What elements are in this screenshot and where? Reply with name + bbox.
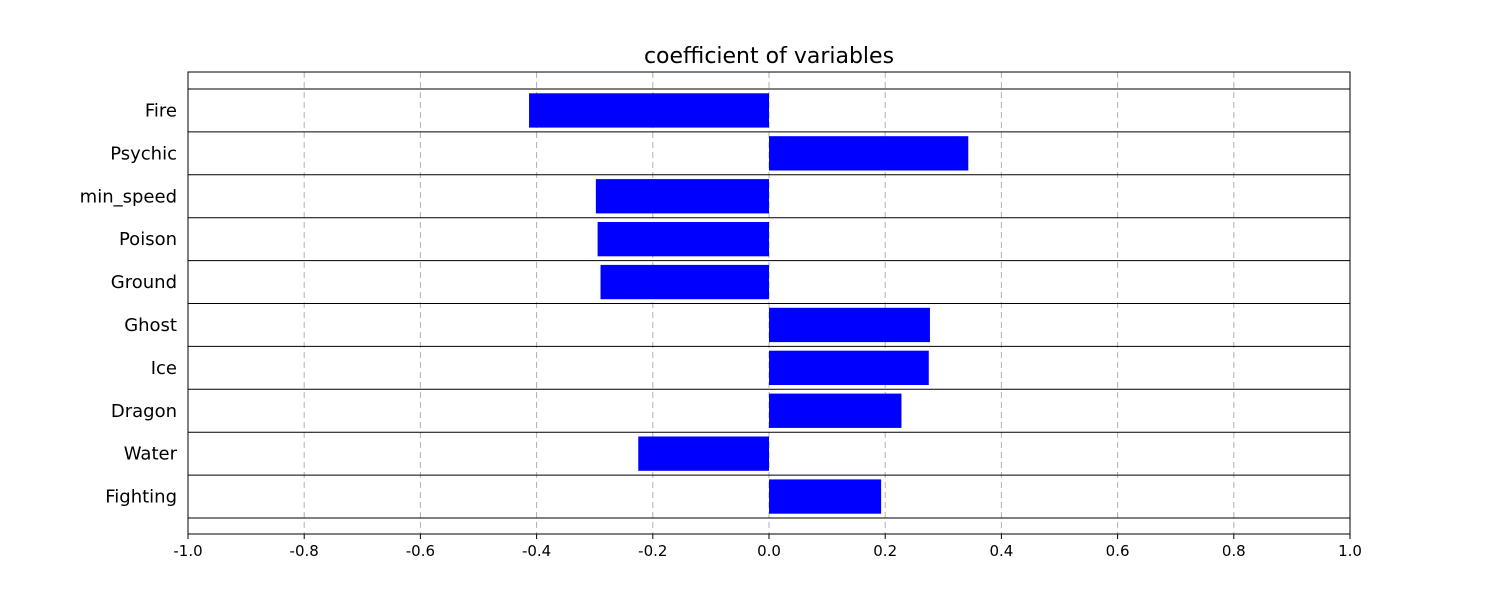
bar-ghost bbox=[769, 307, 930, 343]
chart-title: coefficient of variables bbox=[644, 44, 894, 69]
x-tick-label: 0.2 bbox=[873, 542, 897, 560]
category-label: Water bbox=[124, 444, 178, 465]
category-label: Dragon bbox=[111, 401, 177, 422]
bar-ice bbox=[769, 350, 929, 386]
x-tick-label: 0.4 bbox=[989, 542, 1013, 560]
bars bbox=[529, 93, 969, 514]
bar-fighting bbox=[769, 479, 882, 514]
x-tick-label: 0.6 bbox=[1106, 542, 1130, 560]
bar-water bbox=[638, 436, 769, 471]
x-tick-label: -0.2 bbox=[638, 542, 667, 560]
bar-psychic bbox=[769, 136, 969, 171]
category-labels: Fire Psychic min_speed Poison Ground Ghost Ice… bbox=[80, 100, 178, 507]
x-tick-label: 0.0 bbox=[757, 542, 781, 560]
category-label: Ice bbox=[151, 358, 177, 379]
category-label: Fighting bbox=[105, 487, 177, 508]
x-tick-label: 1.0 bbox=[1338, 542, 1362, 560]
x-axis-ticks: -1.0 -0.8 -0.6 -0.4 -0.2 0.0 0.2 0.4 0.6 0.8 1.0 bbox=[173, 534, 1362, 560]
bar-poison bbox=[597, 221, 769, 257]
row-separators bbox=[188, 88, 1350, 519]
category-label: Ghost bbox=[124, 315, 177, 336]
x-tick-label: -0.8 bbox=[290, 542, 319, 560]
bar-fire bbox=[529, 93, 769, 128]
x-tick-label: -1.0 bbox=[173, 542, 202, 560]
bar-ground bbox=[600, 264, 769, 300]
category-label: min_speed bbox=[80, 186, 177, 207]
x-tick-label: -0.4 bbox=[522, 542, 551, 560]
x-tick-label: 0.8 bbox=[1222, 542, 1246, 560]
category-label: Ground bbox=[111, 272, 177, 293]
bar-dragon bbox=[769, 393, 902, 428]
x-tick-label: -0.6 bbox=[406, 542, 435, 560]
category-label: Poison bbox=[119, 229, 177, 250]
bar-min-speed bbox=[595, 179, 769, 214]
category-label: Fire bbox=[145, 100, 177, 121]
category-label: Psychic bbox=[110, 143, 177, 164]
